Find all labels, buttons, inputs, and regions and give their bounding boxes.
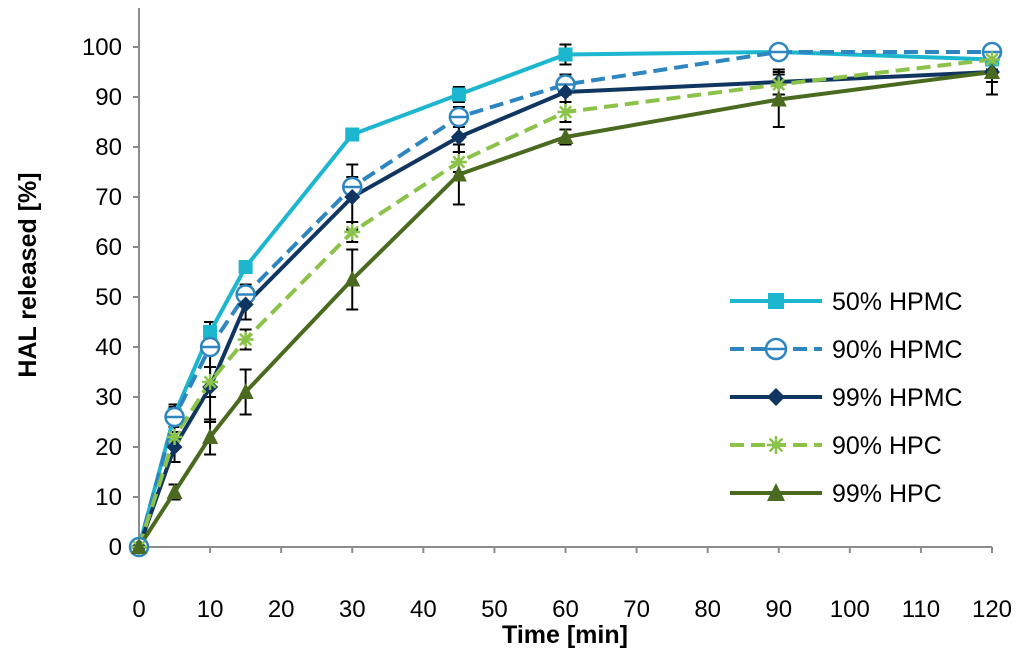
asterisk-marker-stroke [452,155,466,169]
square-marker [238,260,253,274]
asterisk-marker-stroke [239,332,253,347]
triangle-marker [767,483,785,501]
triangle-marker [984,63,1000,79]
series-markers [128,41,1003,558]
triangle-marker [131,538,147,554]
x-tick-label: 30 [339,596,366,623]
x-tick-label: 90 [765,596,792,623]
asterisk-marker-stroke [168,430,182,444]
legend-item-90-hpmc: 90% HPMC [730,336,963,364]
legend-label: 99% HPC [832,480,942,508]
legend-item-90-hpc: 90% HPC [730,432,942,460]
x-tick-label: 0 [132,596,145,623]
diamond-marker [237,296,254,313]
y-tick-label: 30 [95,384,122,411]
x-tick-label: 80 [694,596,721,623]
y-tick-label: 50 [95,284,122,311]
y-tick-label: 60 [95,234,122,261]
triangle-marker [344,270,361,287]
square-marker [451,87,466,102]
y-tick-label: 0 [109,534,122,561]
x-tick-label: 120 [972,596,1012,623]
y-tick-label: 10 [95,484,122,511]
square-marker [558,47,573,62]
legend: 50% HPMC 90% HPMC 99% HPMC 90% HPC 99% HPC [730,288,963,508]
y-tick-label: 70 [95,184,122,211]
diamond-marker [767,388,785,406]
y-tick-label: 80 [95,134,122,161]
triangle-marker [166,483,183,499]
triangle-marker [770,90,787,107]
x-tick-label: 60 [552,596,579,623]
y-axis-ticks: 0 10 20 30 40 50 60 70 80 90 100 [82,34,139,561]
x-axis-title: Time [min] [502,621,628,649]
asterisk-marker-stroke [203,375,217,389]
x-tick-label: 20 [268,596,295,623]
y-tick-label: 20 [95,434,122,461]
y-tick-label: 100 [82,34,122,61]
diamond-marker [450,129,467,145]
asterisk-marker-stroke [985,52,999,67]
asterisk-marker-stroke [558,105,573,119]
series-markers-99-hpc [131,63,1000,554]
legend-item-99-hpc: 99% HPC [730,480,942,508]
x-tick-label: 10 [197,596,224,623]
legend-label: 50% HPMC [832,288,963,316]
square-marker [345,127,360,142]
triangle-marker [202,428,219,444]
x-tick-label: 110 [902,596,940,623]
legend-item-50-hpmc: 50% HPMC [730,288,963,316]
y-tick-label: 40 [95,334,122,361]
legend-label: 90% HPC [832,432,942,460]
diamond-marker [557,84,574,100]
asterisk-marker-stroke [772,77,786,92]
square-marker [768,293,784,309]
x-tick-label: 70 [623,596,650,623]
asterisk-marker-stroke [345,225,359,239]
x-tick-label: 40 [410,596,437,623]
y-axis-title: HAL released [%] [14,172,42,377]
legend-item-99-hpmc: 99% HPMC [730,384,963,412]
x-tick-label: 100 [830,596,870,623]
square-marker [203,325,218,339]
legend-label: 99% HPMC [832,384,963,412]
diamond-marker [344,189,361,205]
x-axis-ticks: 0 10 20 30 40 50 60 70 80 90 100 110 120 [132,547,1012,623]
triangle-marker [450,165,467,182]
asterisk-marker-stroke [768,437,784,453]
y-tick-label: 90 [95,84,122,111]
triangle-marker [237,383,254,399]
diamond-marker [166,439,183,455]
x-tick-label: 50 [481,596,508,623]
legend-label: 90% HPMC [832,336,963,364]
triangle-marker [557,128,574,144]
